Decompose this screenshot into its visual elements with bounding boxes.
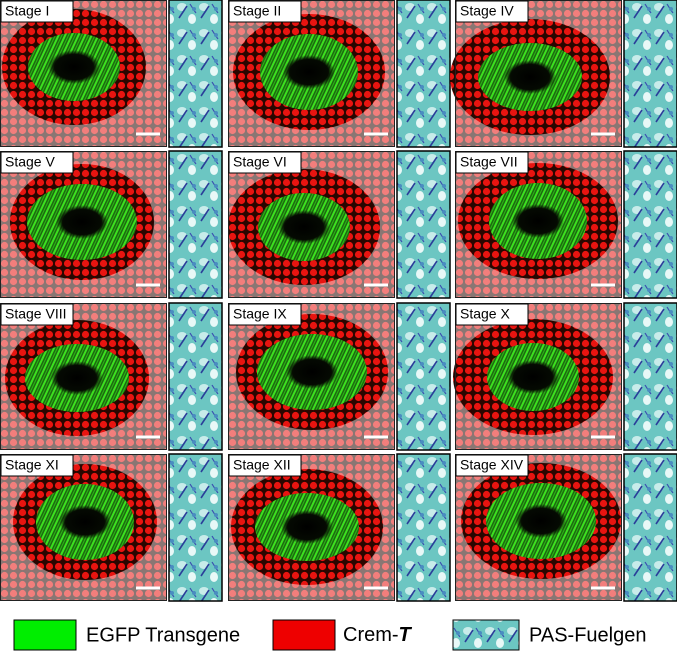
panel: Stage XI — [0, 453, 223, 602]
lumen — [56, 205, 108, 239]
panel: Stage V — [0, 150, 223, 299]
stage-label: Stage XIV — [460, 457, 524, 473]
crem-label: Crem-T — [343, 624, 413, 646]
panel-border — [228, 0, 395, 147]
panel: Stage VIII — [0, 302, 223, 451]
lumen — [515, 504, 567, 538]
panel-border — [0, 0, 167, 147]
crem-text: Crem- — [343, 624, 399, 646]
pas-strip — [623, 453, 677, 602]
panel: Stage II — [228, 0, 451, 148]
panel-border — [455, 0, 622, 147]
stage-label-box — [0, 151, 74, 174]
panel: Stage VII — [455, 150, 677, 299]
pas-strip — [623, 302, 677, 451]
stage-label-box — [228, 0, 302, 23]
stage-label: Stage II — [233, 3, 281, 19]
panel: Stage IX — [228, 302, 451, 451]
stage-label: Stage X — [460, 306, 510, 322]
panel: Stage X — [453, 302, 677, 451]
stage-label-box — [455, 151, 529, 174]
panel-border — [228, 454, 395, 601]
stage-label-box — [455, 0, 529, 23]
panel: Stage IV — [450, 0, 677, 148]
pas-strip — [396, 150, 451, 299]
panel: Stage XII — [228, 453, 451, 602]
panel: Stage VI — [228, 150, 451, 299]
pas-strip — [168, 453, 223, 602]
pas-strip — [168, 0, 223, 148]
stage-label-box — [0, 0, 74, 23]
stage-label: Stage VIII — [5, 306, 66, 322]
crem-swatch — [272, 619, 336, 651]
crem-suffix: T — [399, 624, 413, 646]
lumen — [278, 210, 330, 244]
lumen — [51, 361, 103, 395]
stage-label-box — [455, 454, 529, 477]
pas-strip — [168, 150, 223, 299]
stage-label-box — [228, 454, 302, 477]
lumen — [504, 60, 556, 94]
stage-label: Stage I — [5, 3, 49, 19]
panel-border — [0, 151, 167, 298]
stage-label: Stage VII — [460, 154, 518, 170]
stage-label: Stage IX — [233, 306, 287, 322]
lumen — [59, 505, 111, 539]
stage-label: Stage XI — [5, 457, 59, 473]
panel: Stage XIV — [455, 453, 677, 602]
stage-label: Stage XII — [233, 457, 291, 473]
pas-strip — [396, 453, 451, 602]
lumen — [507, 360, 559, 394]
panel-border — [455, 151, 622, 298]
lumen — [281, 510, 333, 544]
panel-border — [0, 303, 167, 450]
stage-label-box — [0, 454, 74, 477]
pas-strip — [623, 0, 677, 148]
panel-grid: Stage I Stage II Stage IV Stage V Stage VI St… — [0, 0, 677, 602]
stage-label: Stage VI — [233, 154, 287, 170]
stage-label-box — [455, 303, 529, 326]
pas-strip — [396, 0, 451, 148]
panel: Stage I — [0, 0, 223, 148]
lumen — [286, 355, 338, 389]
pas-swatch — [452, 619, 520, 651]
legend: EGFP Transgene Crem-T PAS-Fuelgen — [13, 619, 646, 651]
egfp-swatch — [13, 619, 77, 651]
pas-strip — [168, 302, 223, 451]
panel-border — [455, 454, 622, 601]
lumen — [512, 204, 564, 238]
pas-strip — [623, 150, 677, 299]
pas-label: PAS-Fuelgen — [529, 624, 646, 646]
lumen — [48, 50, 100, 84]
stage-label: Stage IV — [460, 3, 514, 19]
stage-label-box — [228, 303, 302, 326]
stage-label-box — [0, 303, 74, 326]
lumen — [283, 55, 335, 89]
stage-label-box — [228, 151, 302, 174]
panel-border — [228, 151, 395, 298]
stage-label: Stage V — [5, 154, 55, 170]
panel-border — [455, 303, 622, 450]
panel-border — [228, 303, 395, 450]
egfp-label: EGFP Transgene — [86, 624, 240, 646]
panel-border — [0, 454, 167, 601]
pas-strip — [396, 302, 451, 451]
